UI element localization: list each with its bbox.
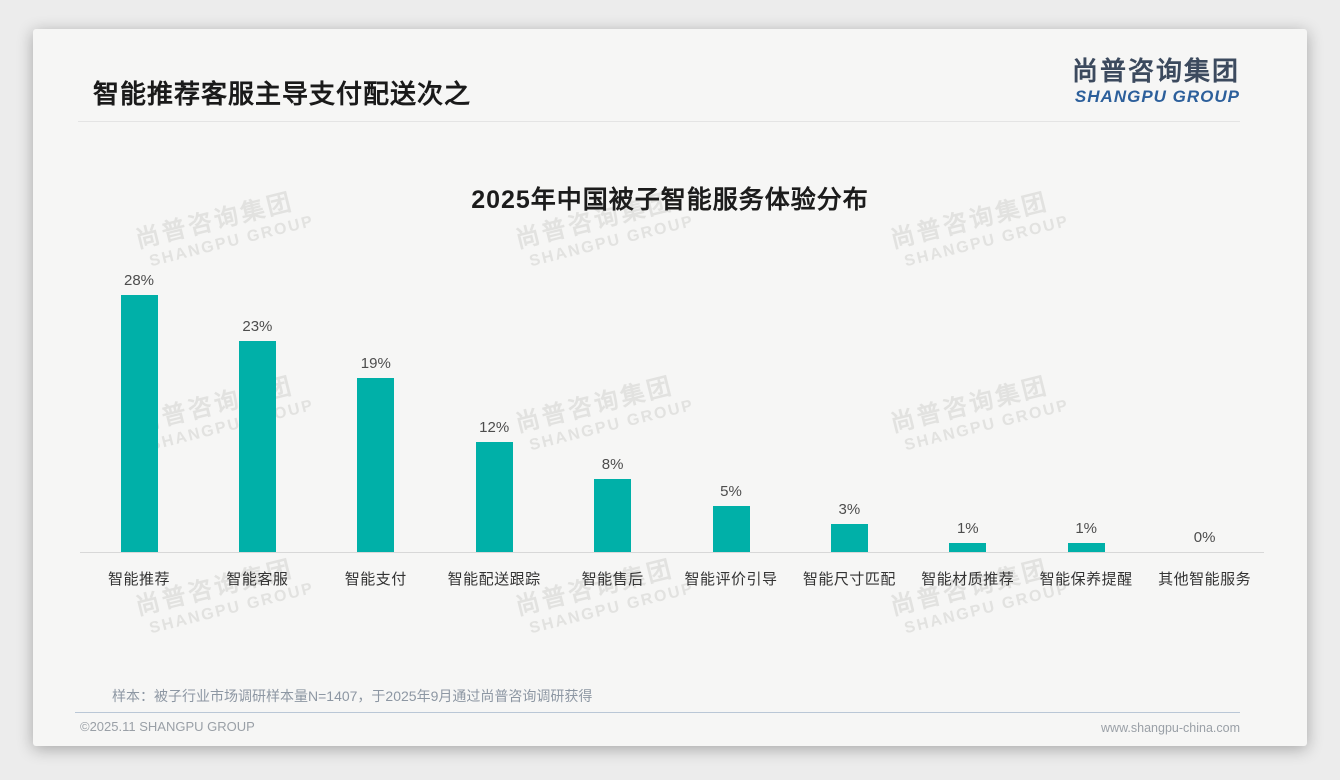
category-label: 智能配送跟踪 [447,571,541,588]
footer-website-url: www.shangpu-china.com [1101,721,1240,735]
bar [357,378,395,552]
chart-title: 2025年中国被子智能服务体验分布 [471,186,869,214]
bar-value-label: 23% [242,318,273,335]
category-label: 智能材质推荐 [921,571,1015,588]
category-label: 智能尺寸匹配 [802,571,896,588]
bar [830,524,868,552]
bar [1067,543,1105,552]
footer-copyright: ©2025.11 SHANGPU GROUP [80,719,255,734]
bar-value-label: 19% [360,355,391,372]
logo-chinese-text: 尚普咨询集团 [1071,56,1240,86]
company-logo: 尚普咨询集团 SHANGPU GROUP [1072,57,1240,106]
title-divider [78,121,1240,122]
bar [238,341,276,552]
bar-value-label: 5% [720,483,742,500]
bar [120,295,158,552]
category-label: 其他智能服务 [1158,571,1252,588]
bar-chart: 2025年中国被子智能服务体验分布 28% 智能推荐 23% 智能客服 19% 智能支付 1… [33,29,1307,746]
bar-value-label: 28% [123,272,155,289]
bar-value-label: 8% [601,456,624,473]
bar-value-label: 12% [479,419,510,436]
bar [712,506,750,552]
category-label: 智能保养提醒 [1039,571,1133,588]
sample-note: 样本：被子行业市场调研样本量N=1407，于2025年9月通过尚普咨询调研获得 [112,688,593,704]
bar [594,479,632,552]
category-label: 智能客服 [226,571,289,588]
category-label: 智能支付 [344,571,407,588]
footer-divider [75,712,1240,713]
bar-value-label: 1% [1075,520,1098,537]
category-label: 智能售后 [581,571,644,588]
logo-english-text: SHANGPU GROUP [1074,86,1240,106]
page-title: 智能推荐客服主导支付配送次之 [93,79,472,109]
category-label: 智能评价引导 [684,571,778,588]
category-label: 智能推荐 [107,571,170,588]
x-axis-line [80,552,1264,553]
bar [949,543,987,552]
slide-card: 尚普咨询集团 SHANGPU GROUP 尚普咨询集团 SHANGPU GROUP 尚普… [33,29,1307,746]
bar [475,442,513,552]
bar-value-label: 3% [838,501,861,518]
bar-value-label: 0% [1193,529,1216,546]
bar-value-label: 1% [956,520,979,537]
